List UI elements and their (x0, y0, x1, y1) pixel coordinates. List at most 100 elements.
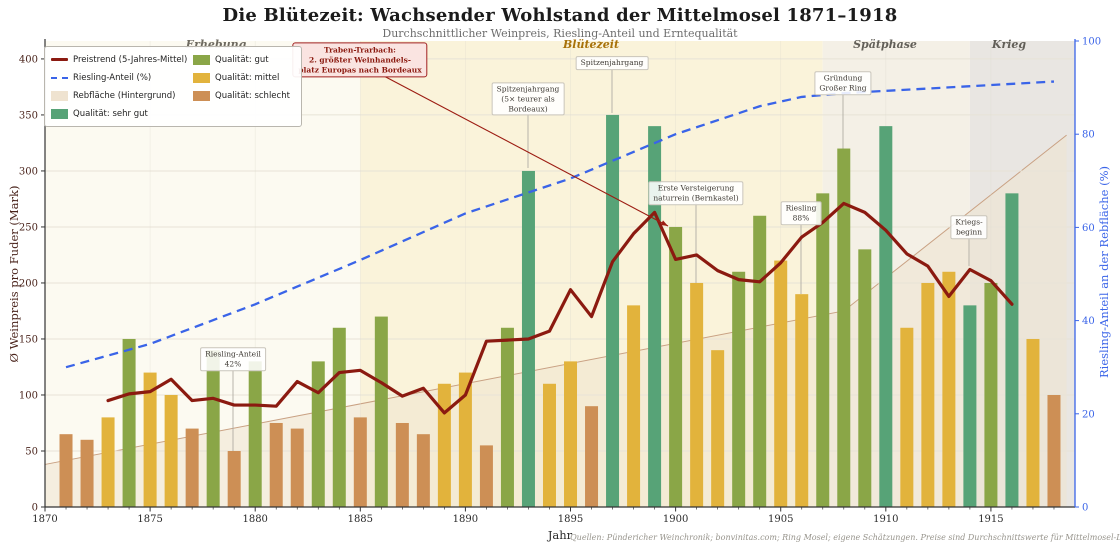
bar-1886 (374, 316, 388, 507)
legend-label: Qualität: schlecht (215, 90, 290, 101)
bar-1900 (669, 226, 683, 508)
bar-1878 (206, 350, 220, 507)
legend-item: Qualität: schlecht (193, 90, 290, 101)
legend-swatch-icon (193, 72, 210, 83)
xtick-label: 1890 (453, 514, 478, 525)
bar-1894 (542, 383, 556, 507)
annotation-riesling-88: Riesling 88% (780, 201, 822, 225)
bar-1892 (500, 327, 514, 507)
bar-1897 (606, 114, 620, 508)
leader-traben-trarbach (381, 74, 669, 227)
bar-1887 (395, 422, 409, 507)
ytick-label-left: 400 (19, 54, 38, 65)
bar-1903 (732, 271, 746, 507)
legend-label: Qualität: sehr gut (73, 108, 148, 119)
ytick-label-left: 300 (19, 166, 38, 177)
bar-1888 (416, 434, 430, 507)
bar-1904 (753, 215, 767, 507)
x-axis-label: Jahr (547, 528, 573, 542)
annotation-spitzenjahrgang-1893: Spitzenjahrgang (5× teurer als Bordeaux) (491, 82, 565, 116)
legend-item: Preistrend (5-Jahres-Mittel) (51, 54, 193, 65)
ytick-label-left: 200 (19, 278, 38, 289)
bar-1885 (353, 417, 367, 507)
xtick-label: 1905 (768, 514, 793, 525)
legend-column: Preistrend (5-Jahres-Mittel) Riesling-Ant… (51, 54, 193, 119)
bar-1877 (185, 428, 199, 507)
xtick-label: 1875 (137, 514, 162, 525)
xtick-label: 1870 (32, 514, 57, 525)
bar-1874 (122, 338, 136, 507)
bar-1908 (837, 148, 851, 508)
ytick-label-right: 0 (1082, 503, 1088, 514)
bar-1907 (816, 193, 830, 507)
phase-label-krieg: Krieg (991, 38, 1027, 51)
bar-1895 (564, 361, 578, 507)
bar-1880 (248, 361, 262, 507)
legend-item: Qualität: sehr gut (51, 108, 193, 119)
bar-1873 (101, 417, 115, 507)
legend-swatch-icon (51, 108, 68, 119)
bar-1911 (900, 327, 914, 507)
bar-1882 (290, 428, 304, 507)
legend-item: Riesling-Anteil (%) (51, 72, 193, 83)
legend-label: Qualität: gut (215, 54, 269, 65)
ytick-label-left: 100 (19, 390, 38, 401)
y-axis-label-left: Ø Weinpreis pro Fuder (Mark) (7, 185, 21, 363)
bar-1881 (269, 422, 283, 507)
legend-swatch-icon (51, 76, 68, 79)
bar-1879 (227, 450, 241, 507)
bar-1917 (1026, 338, 1040, 507)
xtick-label: 1900 (663, 514, 688, 525)
legend-swatch-icon (51, 58, 68, 61)
bar-1872 (80, 439, 94, 507)
bar-1875 (143, 372, 157, 507)
legend-swatch-icon (193, 54, 210, 65)
xtick-label: 1885 (348, 514, 373, 525)
ytick-label-right: 60 (1082, 223, 1095, 234)
bar-1918 (1047, 394, 1061, 507)
ytick-label-left: 250 (19, 222, 38, 233)
bar-1913 (942, 271, 956, 507)
annotation-traben-trarbach: Traben-Trarbach: 2. größter Weinhandels-… (292, 42, 428, 78)
annotation-erste-versteigerung: Erste Versteigerung naturrein (Bernkaste… (648, 181, 744, 205)
bar-1906 (795, 294, 809, 507)
ytick-label-left: 50 (25, 446, 38, 457)
ytick-label-left: 0 (32, 503, 38, 514)
chart-subtitle: Durchschnittlicher Weinpreis, Riesling-A… (382, 27, 738, 40)
rebflaeche-area (45, 135, 1067, 507)
source-note: Quellen: Pündericher Weinchronik; bonvin… (570, 533, 1120, 542)
legend-swatch-icon (193, 90, 210, 101)
bar-1912 (921, 282, 935, 507)
annotation-spitzenjahrgang-1897: Spitzenjahrgang (575, 56, 649, 70)
xtick-label: 1895 (558, 514, 583, 525)
bar-1896 (585, 406, 599, 507)
bar-1884 (332, 327, 346, 507)
bar-1915 (984, 282, 998, 507)
bar-1891 (479, 445, 493, 507)
legend-item: Qualität: mittel (193, 72, 290, 83)
xtick-label: 1915 (978, 514, 1003, 525)
y-axis-label-right: Riesling-Anteil an der Rebfläche (%) (1097, 165, 1111, 379)
bar-1901 (690, 282, 704, 507)
legend-label: Riesling-Anteil (%) (73, 72, 152, 83)
phase-label-spätphase: Spätphase (853, 38, 917, 51)
phase-label-blütezeit: Blütezeit (562, 38, 620, 51)
xtick-label: 1880 (242, 514, 267, 525)
ytick-label-right: 100 (1082, 37, 1101, 48)
chart-title: Die Blütezeit: Wachsender Wohlstand der … (222, 5, 898, 26)
bar-1876 (164, 394, 178, 507)
bar-1905 (774, 260, 788, 507)
ytick-label-right: 80 (1082, 130, 1095, 141)
legend-swatch-icon (51, 90, 68, 101)
annotation-riesling-anteil-42: Riesling-Anteil 42% (200, 347, 266, 371)
annotation-kriegsbeginn: Kriegs- beginn (950, 215, 988, 239)
bar-1871 (59, 434, 73, 507)
arrowhead-icon (660, 220, 668, 226)
bar-1883 (311, 361, 325, 507)
ytick-label-left: 350 (19, 110, 38, 121)
legend-label: Qualität: mittel (215, 72, 280, 83)
bar-1889 (437, 383, 451, 507)
bar-1909 (858, 249, 872, 507)
legend-label: Rebfläche (Hintergrund) (73, 90, 176, 101)
legend-item: Rebfläche (Hintergrund) (51, 90, 193, 101)
